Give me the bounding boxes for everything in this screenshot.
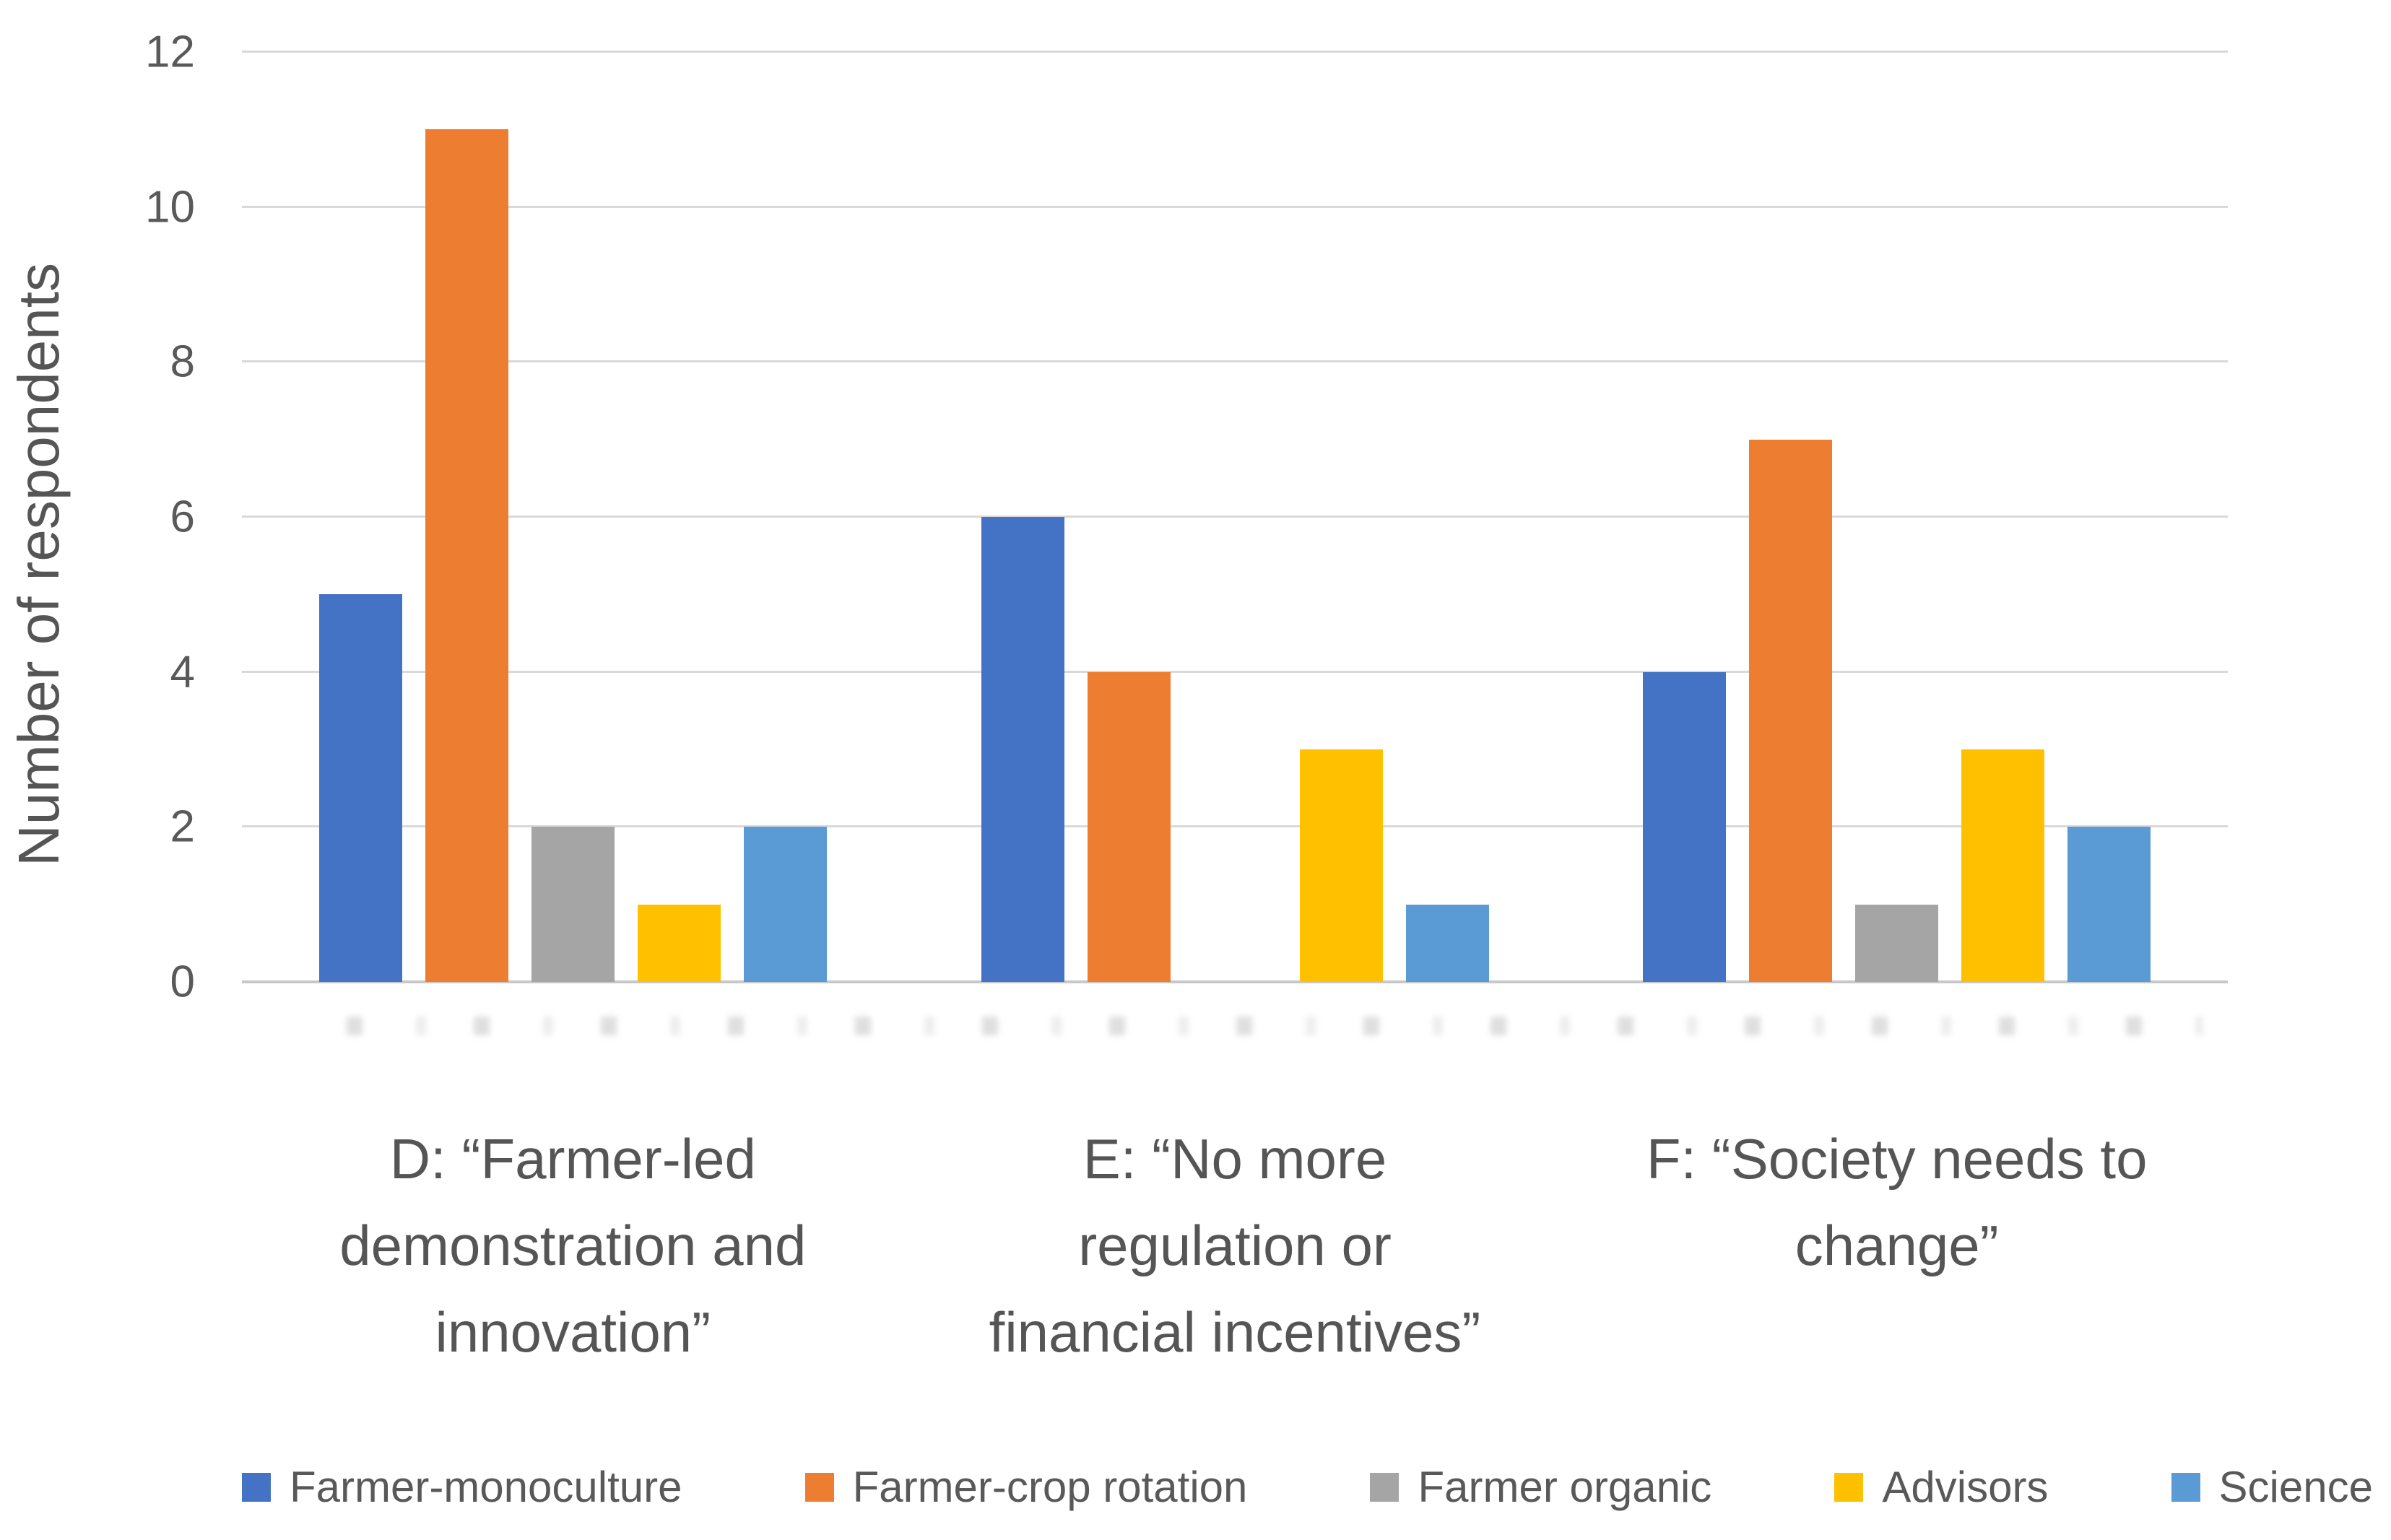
bar-advisors-group-3 bbox=[1961, 749, 2045, 982]
y-tick-label-4: 4 bbox=[170, 647, 195, 697]
gridline-y6 bbox=[242, 515, 2228, 518]
legend-swatch-icon bbox=[1834, 1472, 1864, 1502]
legend-item-advisors: Advisors bbox=[1834, 1462, 2048, 1512]
bar-farmer-organic-group-3 bbox=[1855, 904, 1939, 982]
legend-item-farmer-organic: Farmer organic bbox=[1370, 1462, 1711, 1512]
y-tick-label-6: 6 bbox=[170, 492, 195, 542]
gridline-y2 bbox=[242, 825, 2228, 828]
gridline-y12 bbox=[242, 51, 2228, 53]
y-tick-label-12: 12 bbox=[145, 27, 195, 77]
bar-farmer-monoculture-group-2 bbox=[981, 517, 1064, 982]
bar-advisors-group-1 bbox=[637, 904, 721, 982]
legend-label: Farmer organic bbox=[1418, 1463, 1712, 1511]
y-tick-label-0: 0 bbox=[170, 957, 195, 1007]
bar-farmer-crop-rotation-group-2 bbox=[1087, 671, 1171, 982]
category-label-line: regulation or bbox=[1078, 1214, 1392, 1277]
category-label-line: D: “Farmer-led bbox=[389, 1127, 756, 1191]
category-label-line: innovation” bbox=[435, 1300, 711, 1364]
bar-farmer-crop-rotation-group-1 bbox=[425, 129, 508, 982]
legend-item-farmer-monoculture: Farmer-monoculture bbox=[242, 1462, 682, 1512]
plot-area bbox=[242, 0, 2228, 983]
y-tick-label-10: 10 bbox=[145, 182, 195, 232]
legend: Farmer-monoculture Farmer-crop rotation Fa… bbox=[242, 1462, 2373, 1512]
legend-item-farmer-crop-rotation: Farmer-crop rotation bbox=[804, 1462, 1248, 1512]
bar-science-group-2 bbox=[1405, 904, 1489, 982]
category-label-line: demonstration and bbox=[339, 1214, 807, 1277]
category-label-line: financial incentives” bbox=[989, 1300, 1481, 1364]
bar-farmer-monoculture-group-3 bbox=[1643, 671, 1727, 982]
gridline-y10 bbox=[242, 205, 2228, 208]
bar-farmer-crop-rotation-group-3 bbox=[1749, 439, 1833, 982]
legend-label: Advisors bbox=[1882, 1463, 2049, 1511]
y-tick-label-8: 8 bbox=[170, 336, 195, 387]
legend-swatch-icon bbox=[2171, 1472, 2200, 1502]
legend-label: Science bbox=[2218, 1463, 2373, 1511]
bar-farmer-monoculture-group-1 bbox=[318, 594, 402, 982]
legend-swatch-icon bbox=[1370, 1472, 1400, 1502]
legend-swatch-icon bbox=[242, 1472, 271, 1502]
bar-science-group-1 bbox=[743, 827, 827, 982]
gridline-y8 bbox=[242, 360, 2228, 363]
gridline-y4 bbox=[242, 670, 2228, 673]
bar-farmer-organic-group-1 bbox=[531, 827, 615, 982]
clipped-text-artifact bbox=[347, 1017, 2203, 1035]
y-tick-label-2: 2 bbox=[170, 801, 195, 852]
y-axis-title: Number of respondents bbox=[6, 263, 71, 867]
x-axis-line bbox=[242, 980, 2228, 983]
legend-label: Farmer-crop rotation bbox=[852, 1463, 1248, 1511]
legend-label: Farmer-monoculture bbox=[290, 1463, 682, 1511]
category-label-2: E: “No more regulation or financial incent… bbox=[989, 1115, 1481, 1375]
legend-swatch-icon bbox=[804, 1472, 834, 1502]
category-label-1: D: “Farmer-led demonstration and innovatio… bbox=[339, 1115, 806, 1375]
category-label-3: F: “Society needs to change” bbox=[1646, 1115, 2148, 1289]
legend-item-science: Science bbox=[2171, 1462, 2373, 1512]
bar-advisors-group-2 bbox=[1299, 749, 1383, 982]
category-label-line: F: “Society needs to bbox=[1646, 1127, 2148, 1191]
bar-science-group-3 bbox=[2067, 827, 2151, 982]
category-label-line: E: “No more bbox=[1082, 1127, 1387, 1191]
category-label-line: change” bbox=[1795, 1214, 1999, 1277]
